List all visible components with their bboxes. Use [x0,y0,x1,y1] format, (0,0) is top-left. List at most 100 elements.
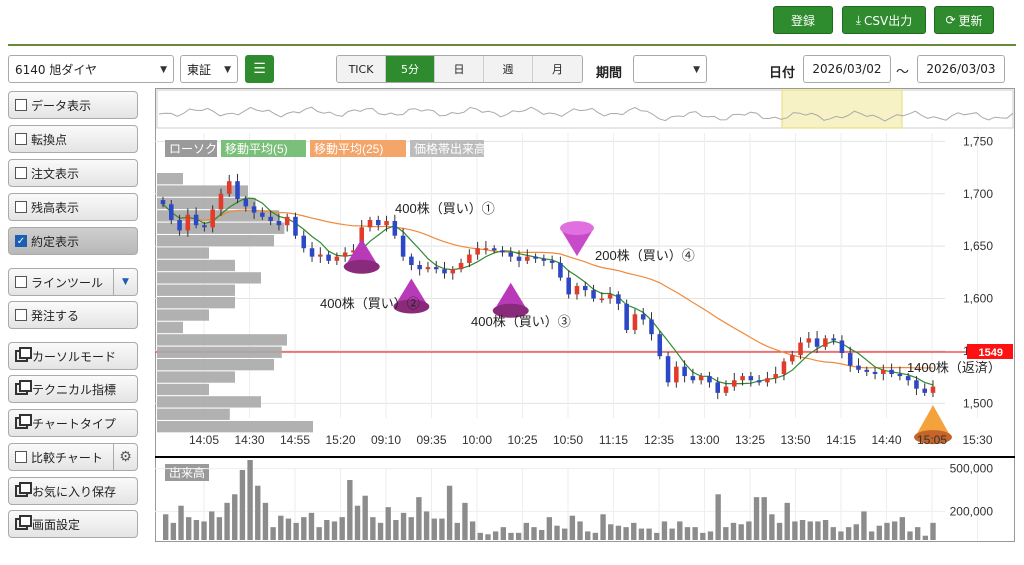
volume-bar [377,522,384,540]
candle-body [243,199,249,207]
checkbox-checked-icon[interactable]: ✓ [15,235,27,247]
candle-body [276,221,282,226]
stock-select[interactable]: 6140 旭ダイヤ ▼ [8,55,174,83]
candle-body [864,369,870,372]
tab-week[interactable]: 週 [484,56,533,82]
checkbox-icon[interactable] [15,276,27,288]
candle-body [881,369,886,374]
execution-label: 400株（買い）① [395,201,495,216]
date-to-input[interactable]: 2026/03/03 [917,55,1005,83]
volume-profile-bar [157,259,235,272]
x-tick-label: 14:55 [280,433,310,447]
volume-profile-bar [157,235,274,247]
volume-bar [631,522,637,540]
sidebar-item-balance-display[interactable]: 残高表示 [8,193,138,221]
legend-chip [310,140,406,157]
tab-month[interactable]: 月 [533,56,582,82]
candle-body [500,250,505,253]
sidebar-item-execution-display[interactable]: ✓ 約定表示 [8,227,138,255]
volume-bar [723,527,729,540]
volume-bar [822,520,829,540]
sidebar-item-technical-indicator[interactable]: テクニカル指標 [8,375,138,403]
volume-bar [201,521,207,540]
chevron-down-icon: ▼ [160,65,167,75]
legend-label: 移動平均(5) [225,142,288,156]
sidebar-item-label: チャートタイプ [32,416,116,431]
sidebar-item-label: 画面設定 [32,517,81,532]
sidebar-item-compare-chart[interactable]: 比較チャート ⚙ [8,443,138,471]
refresh-label: 更新 [958,13,983,28]
checkbox-icon[interactable] [15,309,27,321]
sidebar-item-data-display[interactable]: データ表示 [8,91,138,119]
candle-body [872,371,878,374]
volume-bar [769,514,775,540]
list-view-button[interactable]: ☰ [245,55,274,83]
execution-label: 400株（買い）③ [471,314,571,329]
sidebar-item-order-display[interactable]: 注文表示 [8,159,138,187]
window-icon [15,414,32,429]
refresh-button[interactable]: ⟳ 更新 [934,6,994,34]
date-from-input[interactable]: 2026/03/02 [803,55,891,83]
gear-icon[interactable]: ⚙ [113,444,137,470]
candle-body [425,267,431,270]
sidebar-item-line-tool[interactable]: ラインツール ▼ [8,268,138,296]
sidebar-item-turning-point[interactable]: 転換点 [8,125,138,153]
chevron-down-icon: ▼ [224,65,231,75]
volume-bar [492,531,499,540]
volume-bar [753,497,760,540]
candle-body [558,262,563,278]
sidebar-item-label: お気に入り保存 [32,484,117,499]
checkbox-icon[interactable] [15,451,27,463]
volume-profile-bar [157,396,261,408]
candle-body [599,298,605,301]
tab-tick[interactable]: TICK [337,56,386,82]
buy-marker-base [343,259,380,274]
period-select[interactable]: ▼ [633,55,707,83]
candle-body [922,388,927,393]
candle-body [309,248,315,257]
tab-day[interactable]: 日 [435,56,484,82]
sidebar-item-chart-type[interactable]: チャートタイプ [8,409,138,437]
candle-body [483,248,489,250]
register-button[interactable]: 登録 [773,6,833,34]
price-chart[interactable]: 400株（買い）① 400株（買い）② 400株（買い）③ 200株（買い）④ 1400… [155,88,1015,543]
tab-5min[interactable]: 5分 [386,56,435,82]
candle-body [169,204,174,220]
checkbox-icon[interactable] [15,167,27,179]
volume-bar [446,485,453,540]
candle-body [284,216,290,226]
volume-bar [692,527,698,540]
market-select[interactable]: 東証 ▼ [180,55,238,83]
volume-bar [730,522,737,540]
volume-bar [746,521,752,540]
volume-profile-bar [157,197,256,210]
volume-bar [523,522,530,540]
volume-bar [807,521,813,540]
candle-body [773,373,778,379]
checkbox-icon[interactable] [15,99,27,111]
buy-marker-base [393,299,430,314]
candle-body [707,376,712,383]
candle-body [351,250,356,253]
execution-label: 1400株（返済） [907,360,1001,375]
volume-profile-bar [157,185,248,197]
candle-body [591,290,596,299]
candle-body [897,373,903,377]
checkbox-icon[interactable] [15,201,27,213]
candle-body [491,248,497,251]
volume-bar [700,532,706,540]
buy-marker-top [559,221,594,236]
x-tick-label: 10:50 [553,433,583,447]
sidebar-item-cursor-mode[interactable]: カーソルモード [8,342,138,370]
csv-export-button[interactable]: ⤓ CSV出力 [842,6,926,34]
volume-bar [738,524,744,540]
chevron-down-icon[interactable]: ▼ [113,269,137,295]
x-tick-label: 15:30 [962,433,992,447]
sidebar-item-save-favorite[interactable]: お気に入り保存 [8,477,138,505]
candle-body [433,267,439,270]
checkbox-icon[interactable] [15,133,27,145]
sidebar-item-screen-settings[interactable]: 画面設定 [8,510,138,538]
x-tick-label: 14:15 [826,433,856,447]
sidebar-item-place-order[interactable]: 発注する [8,301,138,329]
x-tick-label: 14:05 [189,433,219,447]
